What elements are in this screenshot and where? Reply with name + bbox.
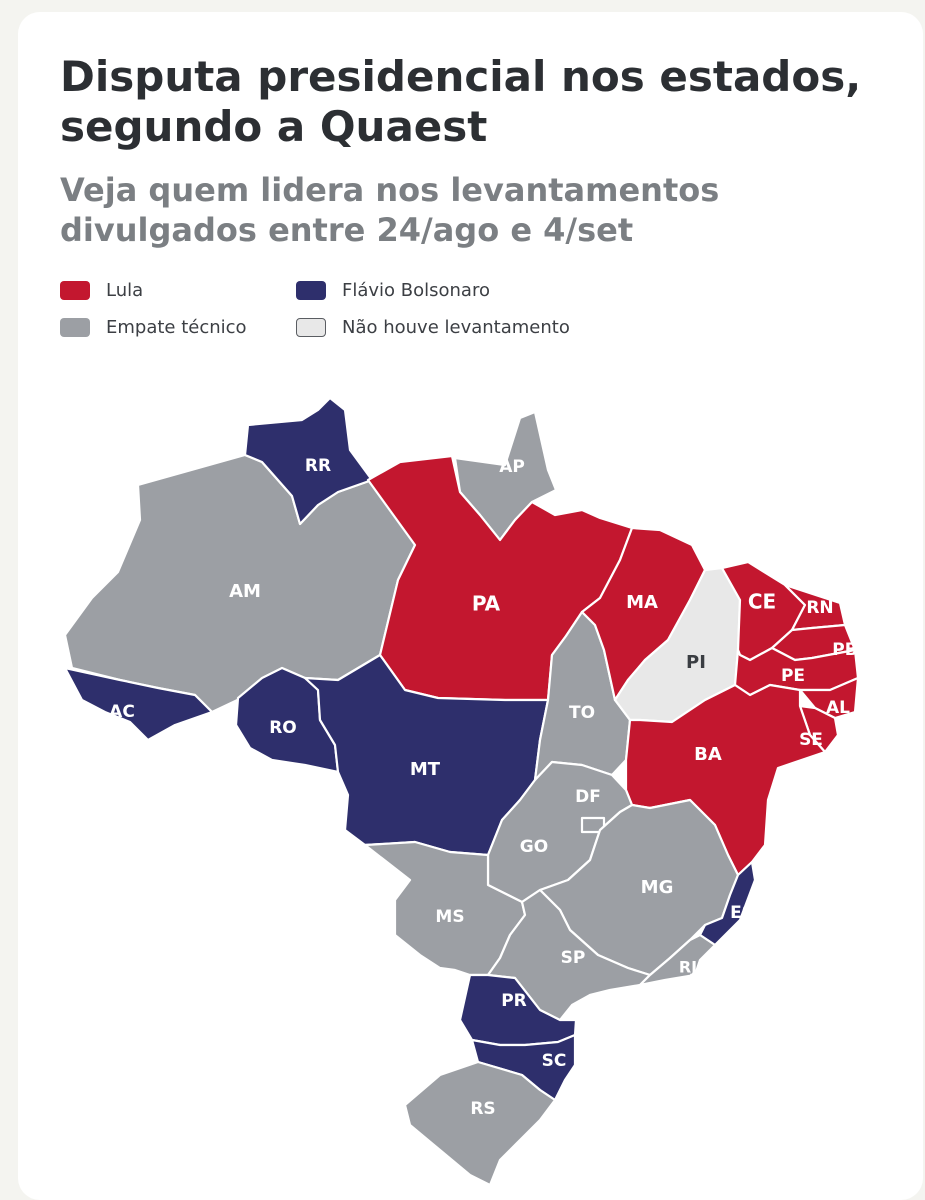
legend-item-sem: Não houve levantamento	[296, 312, 570, 342]
label-RS: RS	[470, 1099, 495, 1119]
state-RR[interactable]	[243, 396, 374, 526]
state-labels: RR AP AM PA MA CE RN PB PE AL SE PI AC R…	[109, 456, 858, 1119]
label-AM: AM	[229, 581, 261, 602]
label-PR: PR	[501, 991, 527, 1011]
page-subtitle: Veja quem lidera nos levantamentos divul…	[60, 171, 720, 249]
label-SE: SE	[799, 730, 823, 750]
legend-label-empate: Empate técnico	[106, 316, 247, 338]
legend-label-flavio: Flávio Bolsonaro	[342, 279, 490, 301]
legend-label-sem: Não houve levantamento	[342, 316, 570, 338]
label-AP: AP	[499, 457, 525, 477]
legend-swatch-lula	[60, 280, 90, 300]
label-SP: SP	[561, 948, 586, 968]
state-RS[interactable]	[403, 1060, 557, 1187]
brazil-map: RR AP AM PA MA CE RN PB PE AL SE PI AC R…	[63, 396, 860, 1187]
label-AL: AL	[826, 698, 850, 718]
legend-label-lula: Lula	[106, 279, 144, 301]
legend: Lula Flávio Bolsonaro Empate técnico Não…	[60, 275, 820, 345]
label-MG: MG	[641, 877, 674, 898]
label-RR: RR	[305, 456, 331, 476]
legend-item-lula: Lula	[60, 275, 143, 305]
label-GO: GO	[520, 837, 548, 857]
state-shapes	[63, 396, 860, 1187]
label-DF: DF	[575, 787, 601, 807]
label-MA: MA	[626, 592, 658, 613]
label-RO: RO	[269, 718, 297, 738]
legend-item-empate: Empate técnico	[60, 312, 247, 342]
label-ES: ES	[730, 903, 754, 923]
legend-item-flavio: Flávio Bolsonaro	[296, 275, 490, 305]
label-TO: TO	[569, 703, 595, 723]
label-MT: MT	[410, 759, 441, 780]
legend-swatch-empate	[60, 317, 90, 337]
label-PA: PA	[472, 592, 501, 616]
label-PB: PB	[832, 640, 857, 660]
label-RN: RN	[806, 598, 833, 618]
state-AC[interactable]	[63, 666, 214, 742]
label-PE: PE	[781, 666, 805, 686]
label-BA: BA	[694, 744, 722, 765]
state-RJ[interactable]	[638, 933, 717, 987]
label-SC: SC	[542, 1051, 567, 1071]
page-title: Disputa presidencial nos estados, segund…	[60, 52, 862, 151]
label-RJ: RJ	[679, 958, 697, 977]
label-PI: PI	[686, 652, 706, 673]
legend-swatch-sem	[296, 317, 326, 337]
legend-swatch-flavio	[296, 280, 326, 300]
label-AC: AC	[109, 702, 135, 722]
label-CE: CE	[748, 590, 776, 614]
state-SP[interactable]	[486, 888, 652, 1022]
label-MS: MS	[435, 907, 464, 927]
